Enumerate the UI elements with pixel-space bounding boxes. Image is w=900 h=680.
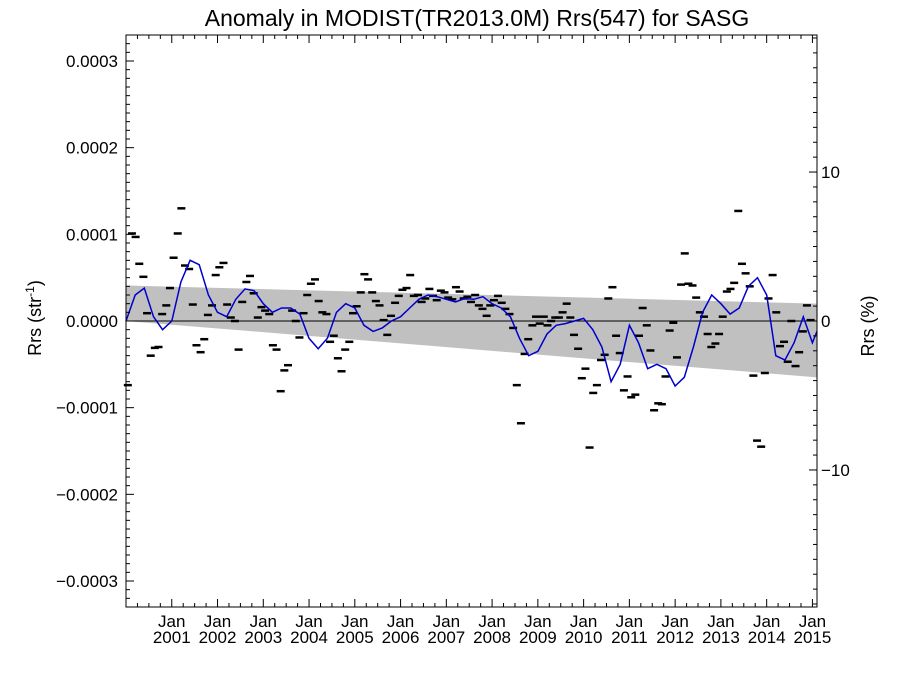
- x-tick-year-label: 2011: [611, 628, 648, 647]
- left-axis-label-close: ): [25, 280, 45, 286]
- x-tick-month-label: Jan: [524, 612, 551, 631]
- x-tick-year-label: 2004: [290, 628, 328, 647]
- left-tick-label: −0.0003: [56, 572, 118, 591]
- x-tick-year-label: 2015: [794, 628, 832, 647]
- smoothed-anomaly-line: [125, 259, 818, 388]
- x-tick-year-label: 2013: [702, 628, 740, 647]
- x-tick-year-label: 2001: [153, 628, 191, 647]
- x-tick-month-label: Jan: [341, 612, 368, 631]
- left-tick-label: 0.0003: [66, 52, 118, 71]
- x-tick-year-label: 2003: [244, 628, 282, 647]
- x-tick-month-label: Jan: [204, 612, 231, 631]
- x-axis: Jan2001Jan2002Jan2003Jan2004Jan2005Jan20…: [136, 35, 832, 647]
- x-tick-year-label: 2002: [199, 628, 237, 647]
- x-tick-month-label: Jan: [387, 612, 414, 631]
- x-tick-year-label: 2007: [427, 628, 465, 647]
- right-tick-label: 10: [821, 163, 840, 182]
- x-tick-month-label: Jan: [661, 612, 688, 631]
- x-tick-year-label: 2005: [336, 628, 374, 647]
- chart-title: Anomaly in MODIST(TR2013.0M) Rrs(547) fo…: [205, 5, 749, 31]
- x-tick-month-label: Jan: [433, 612, 460, 631]
- left-axis-label-sup: -1: [23, 286, 37, 297]
- x-tick-year-label: 2008: [473, 628, 511, 647]
- x-tick-year-label: 2012: [656, 628, 694, 647]
- right-axis: 10 0 −10: [809, 37, 850, 605]
- x-tick-month-label: Jan: [753, 612, 780, 631]
- x-tick-month-label: Jan: [295, 612, 322, 631]
- left-tick-label: −0.0002: [56, 485, 118, 504]
- left-tick-label: 0.0000: [66, 312, 118, 331]
- left-axis-label-main: Rrs (str: [25, 297, 45, 356]
- x-tick-month-label: Jan: [707, 612, 734, 631]
- x-tick-year-label: 2006: [382, 628, 420, 647]
- x-tick-month-label: Jan: [478, 612, 505, 631]
- x-tick-month-label: Jan: [799, 612, 826, 631]
- x-tick-month-label: Jan: [616, 612, 643, 631]
- right-axis-label: Rrs (%): [858, 296, 878, 357]
- x-tick-year-label: 2014: [748, 628, 786, 647]
- x-tick-month-label: Jan: [250, 612, 277, 631]
- left-axis: 0.0003 0.0002 0.0001 0.0000 −0.0001 −0.0002 −0…: [56, 43, 134, 608]
- left-tick-label: 0.0001: [66, 225, 118, 244]
- x-tick-month-label: Jan: [158, 612, 185, 631]
- x-tick-month-label: Jan: [570, 612, 597, 631]
- left-tick-label: −0.0001: [56, 399, 118, 418]
- smoothed-line-layer: [125, 259, 818, 388]
- left-tick-label: 0.0002: [66, 139, 118, 158]
- x-tick-year-label: 2010: [565, 628, 603, 647]
- left-axis-label: Rrs (str-1): [23, 280, 45, 356]
- monthly-marks-layer: [123, 207, 815, 449]
- right-tick-label: −10: [821, 461, 850, 480]
- right-tick-label: 0: [821, 312, 830, 331]
- x-tick-year-label: 2009: [519, 628, 557, 647]
